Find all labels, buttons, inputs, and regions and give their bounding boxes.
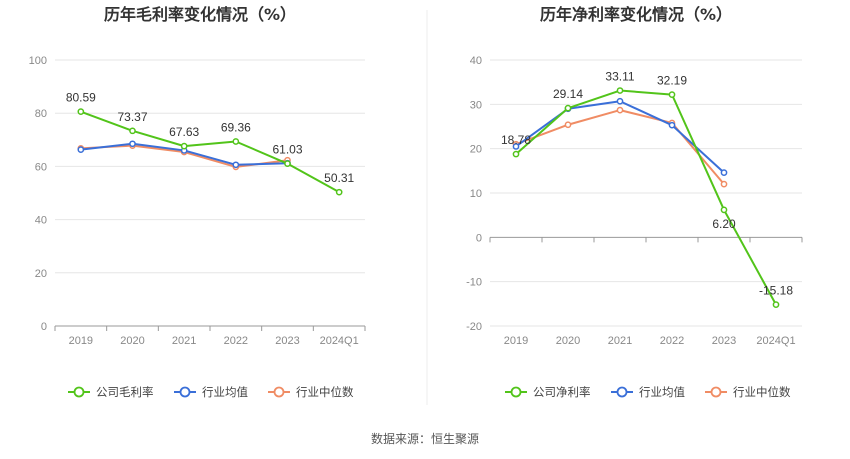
y-tick-label: 80: [35, 108, 47, 120]
y-tick-label: 10: [470, 188, 482, 200]
x-tick-label: 2024Q1: [320, 335, 359, 347]
data-point-industry-mean: [720, 169, 728, 176]
data-point-industry-mean: [232, 161, 240, 169]
legend-marker-icon: [710, 386, 722, 398]
x-tick-label: 2020: [120, 335, 144, 347]
data-point-company: [180, 142, 188, 150]
legend-company[interactable]: 公司毛利率: [68, 385, 154, 399]
y-tick-label: 20: [470, 144, 482, 156]
data-point-company: [512, 150, 520, 158]
legend-marker-icon: [273, 386, 285, 398]
legend-industry-mean[interactable]: 行业均值: [611, 385, 685, 399]
x-tick-label: 2020: [556, 335, 580, 347]
y-tick-label: 40: [470, 55, 482, 67]
y-tick-label: 40: [35, 215, 47, 227]
y-tick-label: 100: [29, 55, 47, 67]
legend-marker-icon: [616, 386, 628, 398]
gross-margin-chart: 历年毛利率变化情况（%） 0 20 40 60 80 100 2019 2020 2021 2022…: [29, 5, 366, 399]
data-label: 69.36: [221, 121, 251, 135]
x-tick-label: 2024Q1: [756, 335, 795, 347]
legend-label: 行业中位数: [296, 385, 354, 399]
data-label: 18.78: [501, 133, 531, 147]
legend-marker-icon: [179, 386, 191, 398]
x-tick-label: 2023: [275, 335, 299, 347]
data-source-note: 数据来源：恒生聚源: [371, 431, 479, 446]
data-point-industry-mean: [668, 121, 676, 129]
data-point-industry-median: [616, 106, 624, 114]
y-tick-label: 0: [476, 232, 482, 244]
legend-label: 公司净利率: [533, 385, 591, 399]
legend-label: 行业均值: [639, 385, 685, 399]
data-point-company: [616, 87, 624, 94]
data-point-company: [335, 188, 343, 196]
x-tick-label: 2021: [608, 335, 632, 347]
x-tick-label: 2022: [224, 335, 248, 347]
net-margin-chart: 历年净利率变化情况（%） -20 -10 0 10 20 30 40 2019 2020 2021 2…: [466, 5, 803, 399]
data-label: 73.37: [117, 110, 147, 124]
series-line-company: [515, 89, 777, 306]
legend-industry-median[interactable]: 行业中位数: [268, 385, 354, 399]
data-point-company: [564, 104, 572, 112]
data-point-company: [720, 206, 728, 214]
y-tick-label: -20: [466, 321, 482, 333]
y-tick-label: 60: [35, 161, 47, 173]
legend-label: 行业均值: [202, 385, 248, 399]
x-tick-label: 2019: [504, 335, 528, 347]
y-tick-label: 0: [41, 321, 47, 333]
data-point-company: [668, 91, 676, 98]
y-tick-label: 20: [35, 268, 47, 280]
data-point-industry-mean: [616, 97, 624, 105]
data-point-industry-mean: [512, 143, 520, 150]
data-point-industry-median: [564, 121, 572, 129]
chart-title: 历年毛利率变化情况（%）: [104, 5, 296, 24]
legend-industry-median[interactable]: 行业中位数: [705, 385, 791, 399]
legend-label: 公司毛利率: [96, 385, 154, 399]
data-point-company: [284, 160, 291, 168]
x-tick-label: 2021: [172, 335, 196, 347]
legend-industry-mean[interactable]: 行业均值: [174, 385, 248, 399]
data-label: 32.19: [657, 74, 687, 88]
data-label: 50.31: [324, 171, 354, 185]
data-label: 29.14: [553, 87, 583, 101]
series-line-company: [80, 110, 340, 194]
x-tick-label: 2019: [69, 335, 93, 347]
legend-label: 行业中位数: [733, 385, 791, 399]
x-tick-label: 2022: [660, 335, 684, 347]
data-point-industry-mean: [77, 146, 85, 153]
legend-marker-icon: [73, 386, 85, 398]
series-line-industry-median: [515, 109, 725, 185]
data-label: -15.18: [759, 284, 793, 298]
data-label: 6.20: [712, 217, 736, 231]
legend-company[interactable]: 公司净利率: [505, 385, 591, 399]
data-point-industry-median: [720, 180, 728, 188]
data-point-company: [232, 138, 240, 145]
data-label: 80.59: [66, 91, 96, 105]
data-label: 61.03: [272, 143, 302, 157]
x-tick-label: 2023: [712, 335, 736, 347]
data-point-company: [129, 127, 136, 135]
data-label: 33.11: [605, 70, 634, 84]
y-tick-label: -10: [466, 277, 482, 289]
chart-title: 历年净利率变化情况（%）: [540, 5, 732, 24]
data-label: 67.63: [169, 125, 199, 139]
data-point-company: [77, 108, 85, 115]
data-point-industry-mean: [129, 140, 136, 148]
y-tick-label: 30: [470, 99, 482, 111]
legend-marker-icon: [510, 386, 522, 398]
data-point-company: [772, 301, 780, 308]
